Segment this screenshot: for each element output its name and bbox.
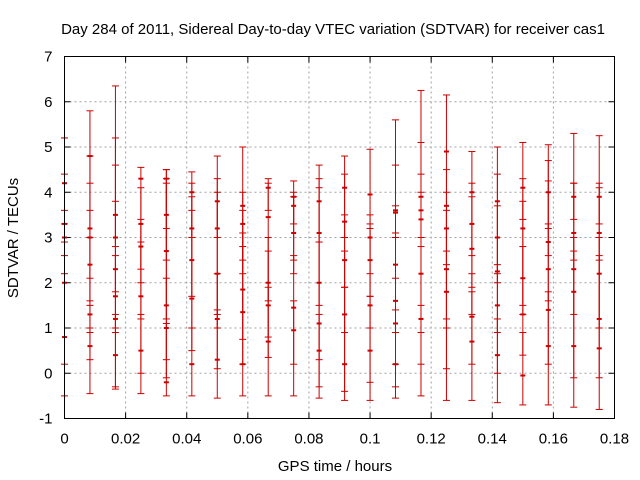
error-bar-group bbox=[111, 85, 119, 390]
x-tick-label: 0.14 bbox=[478, 431, 507, 448]
x-tick-label: 0.02 bbox=[111, 431, 140, 448]
grid-lines bbox=[64, 56, 615, 419]
error-bar-group bbox=[188, 171, 196, 397]
error-bar-group bbox=[315, 164, 323, 399]
error-bar-group bbox=[366, 148, 374, 401]
error-bar-group bbox=[595, 135, 603, 410]
y-tick-label: 7 bbox=[44, 49, 52, 66]
x-tick-label: 0.06 bbox=[233, 431, 262, 448]
chart-title: Day 284 of 2011, Sidereal Day-to-day VTE… bbox=[61, 21, 605, 38]
axis-ticks: 0 0.02 0.04 0.06 0.08 0.1 0.12 0.14 0.16 0.18 -1 0 1… bbox=[39, 49, 629, 448]
error-bar-group bbox=[213, 155, 221, 399]
plot-frame bbox=[64, 56, 615, 419]
x-axis-title: GPS time / hours bbox=[278, 458, 392, 475]
y-tick-label: -1 bbox=[39, 411, 52, 428]
x-tick-label: 0.16 bbox=[539, 431, 568, 448]
error-bar-group bbox=[493, 146, 501, 404]
error-bar-group bbox=[570, 132, 578, 408]
y-axis-title: SDTVAR / TECUs bbox=[5, 178, 22, 298]
y-tick-label: 3 bbox=[44, 230, 52, 247]
error-bar-group bbox=[544, 144, 552, 406]
x-tick-label: 0.04 bbox=[172, 431, 201, 448]
x-tick-label: 0.08 bbox=[294, 431, 323, 448]
error-bar-group bbox=[86, 110, 94, 395]
x-tick-label: 0.1 bbox=[360, 431, 381, 448]
x-tick-label: 0 bbox=[60, 431, 68, 448]
error-bar-group bbox=[417, 89, 425, 397]
y-tick-label: 2 bbox=[44, 275, 52, 292]
y-tick-label: 5 bbox=[44, 139, 52, 156]
y-tick-label: 6 bbox=[44, 94, 52, 111]
error-bar-group bbox=[239, 146, 247, 397]
error-bar-series bbox=[61, 85, 603, 410]
error-bar-group bbox=[137, 166, 145, 395]
x-tick-label: 0.12 bbox=[417, 431, 446, 448]
error-bar-group bbox=[468, 151, 476, 401]
error-bar-group bbox=[264, 178, 272, 397]
y-tick-label: 1 bbox=[44, 320, 52, 337]
error-bar-group bbox=[392, 119, 400, 399]
error-bar-group bbox=[162, 169, 170, 397]
error-bar-group bbox=[341, 155, 349, 401]
error-bar-group bbox=[290, 180, 298, 397]
y-tick-label: 0 bbox=[44, 365, 52, 382]
error-bar-group bbox=[442, 94, 450, 401]
x-tick-label: 0.18 bbox=[600, 431, 629, 448]
y-tick-label: 4 bbox=[44, 184, 52, 201]
error-bar-group bbox=[519, 141, 527, 406]
